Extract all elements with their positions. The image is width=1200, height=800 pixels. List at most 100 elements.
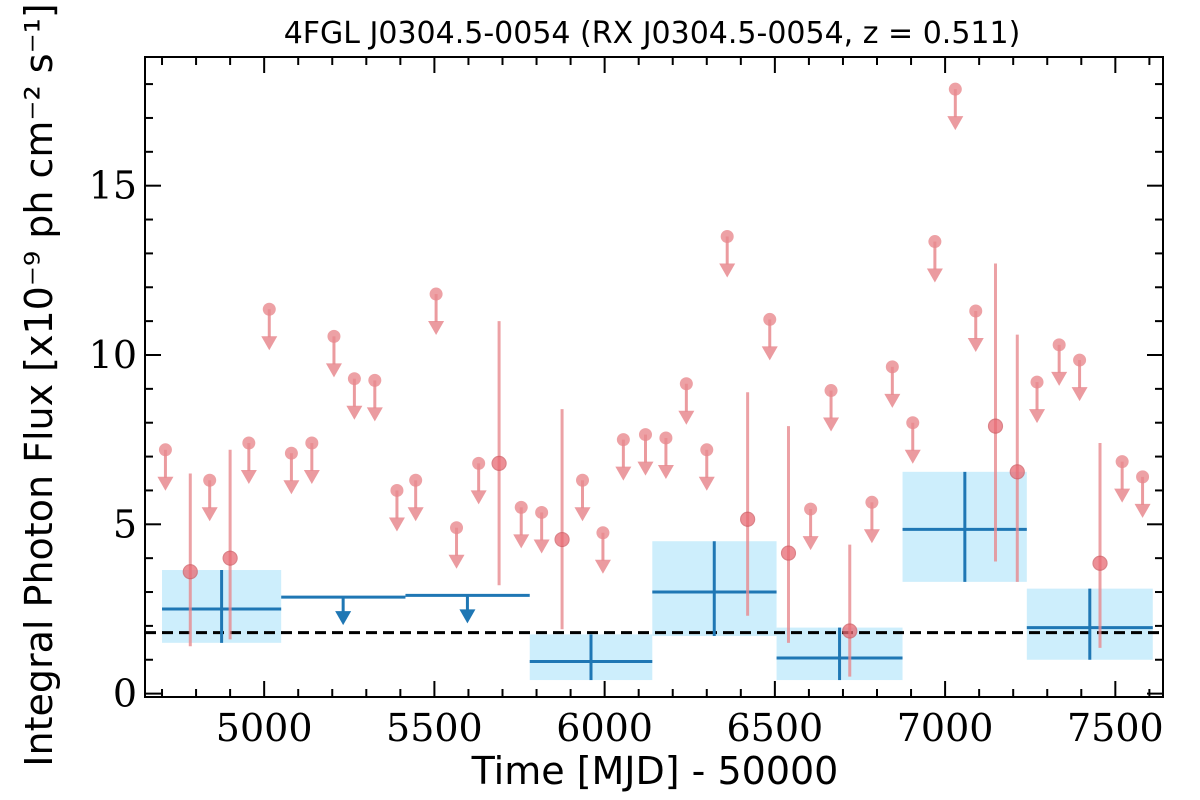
fine-upper-limit-arrow (157, 476, 174, 491)
fine-upper-limit-arrow (366, 407, 383, 422)
fine-upper-limit-point (906, 416, 920, 430)
fine-upper-limit-arrow (678, 410, 695, 425)
fine-upper-limit-point (450, 521, 464, 535)
x-tick-label: 5000 (216, 706, 313, 750)
fine-upper-limit-point (368, 373, 382, 387)
fine-detection-point (182, 564, 198, 580)
y-tick-label: 0 (113, 672, 137, 716)
y-tick-label: 15 (89, 164, 137, 208)
fine-upper-limit-point (659, 431, 673, 445)
fine-upper-limit-point (535, 505, 549, 519)
fine-upper-limit-point (1073, 353, 1087, 367)
fine-upper-limit-arrow (346, 405, 363, 420)
fine-upper-limit-point (347, 372, 361, 386)
fine-upper-limit-point (763, 312, 777, 326)
fine-upper-limit-arrow (1051, 371, 1068, 386)
fine-upper-limit-arrow (1029, 409, 1046, 424)
fine-upper-limit-arrow (657, 464, 674, 479)
fine-detection-point (1009, 464, 1025, 480)
fine-upper-limit-arrow (240, 470, 257, 485)
fine-upper-limit-point (885, 360, 899, 374)
fine-upper-limit-arrow (1134, 503, 1151, 518)
axes: 5000 5500 6000 6500 7000 7500 0 5 10 15 (89, 56, 1164, 750)
fine-upper-limit-point (1052, 338, 1066, 352)
fine-detection-point (491, 455, 507, 471)
fine-upper-limit-arrow (967, 337, 984, 352)
fine-upper-limit-point (429, 287, 443, 301)
fine-upper-limit-point (203, 473, 217, 487)
fine-upper-limit-arrow (428, 321, 445, 336)
fine-upper-limit-arrow (533, 539, 550, 554)
fine-upper-limit-arrow (904, 449, 921, 464)
fine-upper-limit-point (390, 483, 404, 497)
fine-detection-point (1092, 555, 1108, 571)
x-tick-label: 7500 (1067, 706, 1164, 750)
fine-upper-limit-arrow (594, 559, 611, 574)
fine-upper-limit-arrow (283, 480, 300, 495)
fine-upper-limit-arrow (926, 268, 943, 283)
y-tick-label: 5 (113, 502, 137, 546)
fine-upper-limit-point (679, 377, 693, 391)
fine-upper-limit-arrow (325, 363, 342, 378)
fine-upper-limit-point (596, 526, 610, 540)
fine-upper-limit-point (409, 473, 423, 487)
fine-upper-limit-arrow (761, 346, 778, 361)
coarse-upper-limit-arrow (459, 609, 476, 624)
y-tick-label: 10 (89, 333, 137, 377)
fine-upper-limit-point (700, 443, 714, 457)
fine-upper-limit-point (928, 235, 942, 249)
plot-frame (144, 56, 1164, 698)
fine-upper-limit-point (158, 443, 172, 457)
fine-upper-limit-arrow (947, 116, 964, 131)
fine-upper-limit-arrow (470, 490, 487, 505)
fine-upper-limit-arrow (201, 507, 218, 522)
fine-upper-limit-point (327, 329, 341, 343)
fine-detection-point (987, 418, 1004, 434)
fine-upper-limit-arrow (884, 393, 901, 408)
x-axis-label: Time [MJD] - 50000 (471, 749, 839, 793)
x-tick-label: 5500 (386, 706, 483, 750)
fine-upper-limit-point (514, 500, 528, 514)
fine-detection-point (842, 623, 858, 639)
fine-upper-limit-arrow (407, 507, 424, 522)
fine-upper-limit-arrow (698, 476, 715, 491)
fine-upper-limit-point (1030, 375, 1044, 389)
x-tick-label: 6000 (556, 706, 653, 750)
fine-upper-limit-arrow (388, 517, 405, 532)
y-axis-label: Integral Photon Flux [x10⁻⁹ ph cm⁻² s⁻¹] (17, 3, 61, 766)
fine-upper-limit-arrow (615, 466, 632, 481)
fine-upper-limit-arrow (448, 554, 465, 569)
fine-upper-limit-arrow (863, 529, 880, 544)
fine-upper-limit-arrow (823, 417, 840, 432)
fine-upper-limit-arrow (574, 507, 591, 522)
fine-upper-limit-point (472, 456, 486, 470)
fine-upper-limit-point (865, 495, 879, 509)
x-tick-label: 6500 (727, 706, 824, 750)
x-tick-label: 7000 (897, 706, 994, 750)
fine-upper-limit-arrow (513, 534, 530, 549)
fine-upper-limit-arrow (637, 461, 654, 476)
fine-upper-limit-point (720, 229, 734, 243)
fine-upper-limit-point (948, 82, 962, 96)
fine-upper-limit-point (262, 302, 276, 316)
fine-upper-limit-point (1136, 470, 1150, 484)
fine-upper-limit-arrow (261, 336, 278, 351)
fine-detection-point (554, 531, 570, 548)
fine-detection-point (780, 545, 797, 561)
fine-detection-point (222, 550, 238, 566)
fine-upper-limit-point (242, 436, 256, 450)
fine-upper-limit-arrow (719, 263, 736, 278)
fine-upper-limit-point (576, 473, 590, 487)
fine-upper-limit-arrow (1114, 488, 1131, 503)
fine-detection-point (740, 511, 756, 527)
fine-upper-limit-arrow (303, 470, 320, 485)
fine-upper-limit-point (969, 304, 983, 318)
fine-upper-limit-arrow (1071, 387, 1088, 402)
fine-upper-limit-point (305, 436, 319, 450)
fine-upper-limit-point (616, 433, 630, 447)
coarse-upper-limit-arrow (335, 611, 352, 626)
fine-upper-limit-point (824, 384, 838, 398)
fine-upper-limit-arrow (802, 536, 819, 551)
fine-upper-limit-point (638, 428, 652, 442)
